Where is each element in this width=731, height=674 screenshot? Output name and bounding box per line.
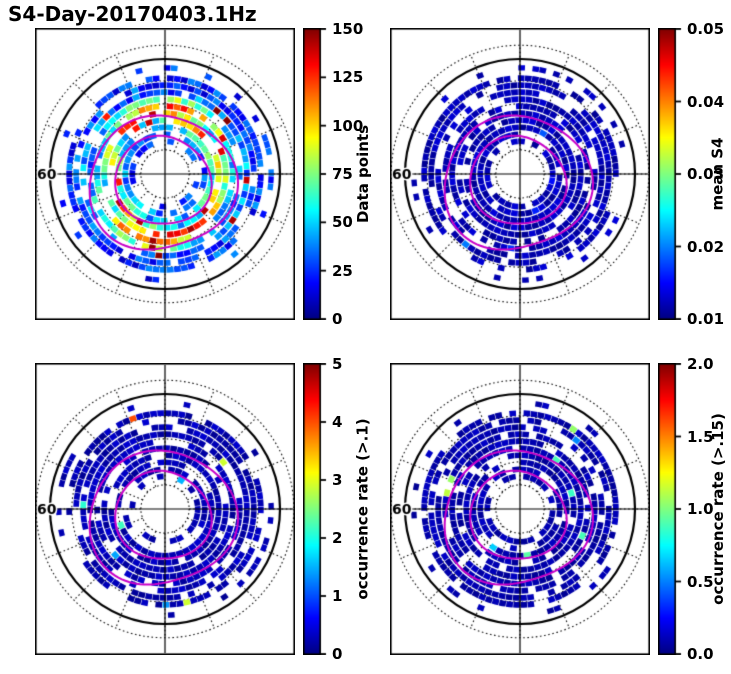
panel-occurrence-rate-gt-015: 0.0 0.5 1.0 1.5 2.0 occurrence rate (>.15) <box>390 355 731 663</box>
panel-data-points: 0 25 50 75 100 125 150 Data points <box>35 20 395 328</box>
colorbar-tick-label: 0 <box>332 310 343 328</box>
colorbar-tick-label: 0.5 <box>687 572 714 591</box>
colorbar-axis-label: Data points <box>354 124 372 224</box>
polar-plot-canvas-3 <box>390 363 650 655</box>
colorbar-tick-label: 1 <box>332 587 343 605</box>
colorbar-tick-label: 0 <box>332 645 343 663</box>
panel-mean-s4: 0.01 0.02 0.03 0.04 0.05 mean S4 <box>390 20 731 328</box>
panel-occurrence-rate-gt-01: 0 1 2 3 4 5 occurrence rate (>.1) <box>35 355 395 663</box>
colorbar-canvas-2 <box>303 363 328 655</box>
colorbar-tick-label: 0.05 <box>687 20 725 38</box>
colorbar-tick-label: 1.5 <box>687 427 714 446</box>
colorbar-tick-label: 0.04 <box>687 92 725 111</box>
colorbar-tick-label: 0.03 <box>687 165 725 183</box>
colorbar-axis-label: occurrence rate (>.1) <box>354 418 373 600</box>
colorbar-canvas-1 <box>658 28 683 320</box>
colorbar-tick-label: 100 <box>332 116 364 135</box>
colorbar-tick-label: 25 <box>332 261 353 280</box>
colorbar-tick-label: 2.0 <box>687 355 714 373</box>
colorbar-axis-label-wrap: occurrence rate (>.1) <box>352 363 374 655</box>
colorbar-canvas-3 <box>658 363 683 655</box>
colorbar-tick-label: 1.0 <box>687 500 714 518</box>
colorbar-tick-label: 150 <box>332 20 364 38</box>
colorbar-tick-label: 0.01 <box>687 310 725 328</box>
colorbar-axis-label: mean S4 <box>709 137 728 211</box>
polar-plot-canvas-2 <box>35 363 295 655</box>
colorbar-tick-label: 125 <box>332 68 364 87</box>
colorbar-tick-label: 0.0 <box>687 645 714 663</box>
colorbar-canvas-0 <box>303 28 328 320</box>
colorbar-tick-label: 50 <box>332 213 353 232</box>
polar-plot-canvas-1 <box>390 28 650 320</box>
colorbar-axis-label: occurrence rate (>.15) <box>709 413 728 605</box>
colorbar-tick-label: 5 <box>332 355 343 373</box>
polar-plot-canvas-0 <box>35 28 295 320</box>
colorbar-axis-label-wrap: occurrence rate (>.15) <box>707 363 729 655</box>
colorbar-tick-label: 75 <box>332 165 353 183</box>
colorbar-axis-label-wrap: mean S4 <box>707 28 729 320</box>
colorbar-tick-label: 4 <box>332 413 343 431</box>
colorbar-tick-label: 2 <box>332 529 343 547</box>
colorbar-tick-label: 3 <box>332 471 343 489</box>
colorbar-axis-label-wrap: Data points <box>352 28 374 320</box>
colorbar-tick-label: 0.02 <box>687 237 725 256</box>
figure-title: S4-Day-20170403.1Hz <box>8 2 257 26</box>
